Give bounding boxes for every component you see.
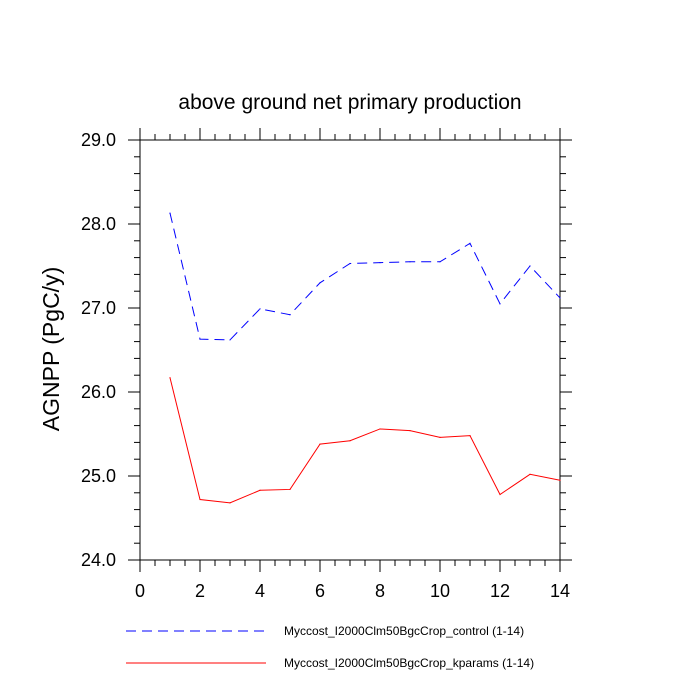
series-2-point: [529, 473, 531, 475]
y-axis-label: AGNPP (PgC/y): [38, 267, 64, 431]
series-2-point: [259, 489, 261, 491]
y-tick-label: 24.0: [81, 550, 116, 570]
series-2-point: [469, 435, 471, 437]
legend-label-1: Myccost_I2000Clm50BgcCrop_control (1-14): [284, 624, 524, 638]
series-2-point: [559, 479, 561, 481]
x-tick-label: 12: [490, 581, 510, 601]
x-tick-label: 2: [195, 581, 205, 601]
series-1-point: [199, 338, 201, 340]
series-lines: [169, 212, 561, 504]
series-1-point: [409, 261, 411, 263]
legend: Myccost_I2000Clm50BgcCrop_control (1-14)…: [126, 624, 534, 670]
x-tick-label: 8: [375, 581, 385, 601]
y-tick-labels: 24.0 25.0 26.0 27.0 28.0 29.0: [81, 130, 116, 570]
series-1-point: [439, 261, 441, 263]
x-tick-label: 10: [430, 581, 450, 601]
series-2-point: [169, 377, 171, 379]
series-2-point: [439, 436, 441, 438]
y-tick-label: 29.0: [81, 130, 116, 150]
legend-label-2: Myccost_I2000Clm50BgcCrop_kparams (1-14): [284, 656, 534, 670]
series-1-point: [289, 314, 291, 316]
series-1-point: [379, 262, 381, 264]
series-line-2: [169, 377, 561, 504]
axis-ticks: [128, 128, 572, 572]
y-tick-label: 28.0: [81, 214, 116, 234]
series-1-point: [469, 242, 471, 244]
series-2-point: [289, 488, 291, 491]
plot-area: [139, 139, 561, 561]
chart-title: above ground net primary production: [178, 91, 521, 114]
x-tick-label: 0: [135, 581, 145, 601]
series-2-point: [319, 443, 321, 445]
series-1-point: [499, 303, 501, 305]
series-1-point: [529, 265, 531, 267]
series-2-point: [349, 440, 351, 442]
series-2-point: [199, 498, 201, 501]
y-tick-label: 26.0: [81, 382, 116, 402]
series-2-point: [409, 430, 411, 432]
series-2-point: [499, 493, 501, 496]
x-tick-label: 14: [550, 581, 570, 601]
y-tick-label: 25.0: [81, 466, 116, 486]
series-1-point: [319, 282, 321, 284]
series-1-point: [559, 297, 561, 299]
series-line-1: [169, 212, 561, 341]
x-tick-label: 4: [255, 581, 265, 601]
series-1-point: [349, 262, 351, 265]
series-1-point: [229, 339, 231, 341]
series-2-point: [379, 428, 381, 430]
series-2-point: [229, 502, 231, 504]
series-1-point: [169, 212, 171, 214]
x-tick-labels: 0 2 4 6 8 10 12 14: [135, 581, 570, 601]
series-1-point: [259, 308, 261, 310]
x-tick-label: 6: [315, 581, 325, 601]
y-tick-label: 27.0: [81, 298, 116, 318]
